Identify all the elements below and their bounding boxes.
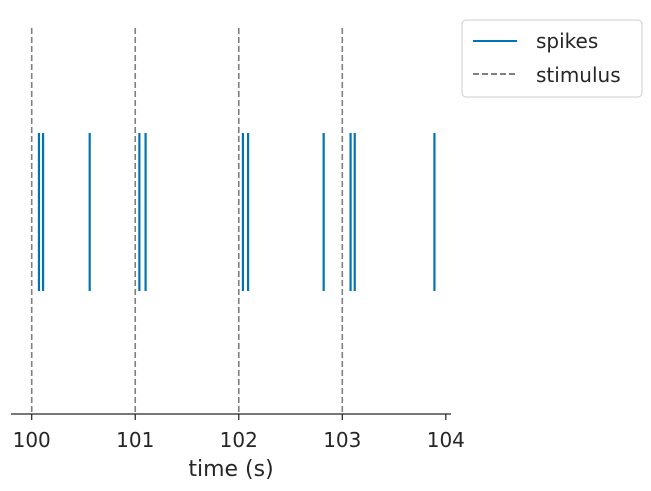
spike-events [37,133,436,291]
legend-stimulus-label: stimulus [536,63,621,87]
legend-frame [461,19,643,98]
x-tick-label-2: 102 [220,428,258,452]
x-axis-ticks: 100 101 102 103 104 [13,414,465,452]
x-tick-label-1: 101 [116,428,154,452]
x-tick-label-0: 100 [13,428,51,452]
x-axis-label: time (s) [188,457,273,482]
x-tick-label-3: 103 [323,428,361,452]
x-tick-label-4: 104 [427,428,465,452]
legend-spikes-label: spikes [536,29,598,53]
stimulus-lines [30,28,344,414]
legend: spikes stimulus [461,19,643,98]
